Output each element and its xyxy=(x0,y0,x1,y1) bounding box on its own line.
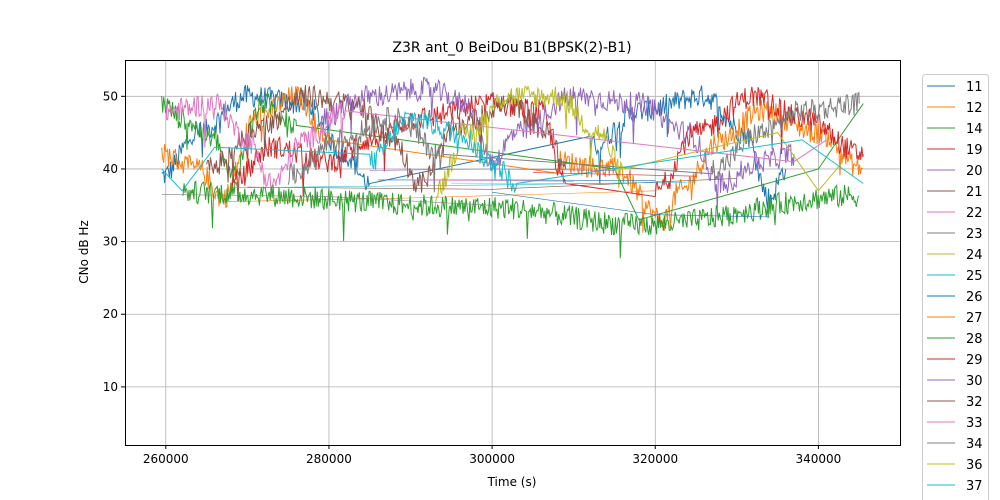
legend-item: 25 xyxy=(927,269,983,284)
series-line-34 xyxy=(161,194,493,206)
legend-label: 36 xyxy=(966,458,983,473)
legend-item: 27 xyxy=(927,311,983,326)
x-tick-label: 280000 xyxy=(306,452,352,466)
legend-item: 29 xyxy=(927,353,983,368)
y-tick-label: 20 xyxy=(103,307,118,321)
series-line-29 xyxy=(532,172,697,177)
x-tick-label: 320000 xyxy=(632,452,678,466)
legend-item: 24 xyxy=(927,248,983,263)
legend-label: 23 xyxy=(966,227,983,242)
series-line-21 xyxy=(206,84,566,193)
legend-label: 34 xyxy=(966,437,983,452)
legend-label: 30 xyxy=(966,374,983,389)
series-line-20 xyxy=(320,76,795,209)
x-tick-label: 260000 xyxy=(143,452,189,466)
plot-frame xyxy=(125,60,901,446)
legend-label: 12 xyxy=(966,101,983,116)
series-line-25 xyxy=(161,110,864,194)
legend-label: 28 xyxy=(966,332,983,347)
series-line-12 xyxy=(161,86,864,233)
legend-label: 26 xyxy=(966,290,983,305)
legend-label: 32 xyxy=(966,395,983,410)
legend-item: 36 xyxy=(927,458,983,473)
legend-label: 37 xyxy=(966,479,983,494)
x-axis-label: Time (s) xyxy=(487,475,537,489)
legend-item: 28 xyxy=(927,332,983,347)
series-line-22 xyxy=(165,93,827,191)
legend-label: 33 xyxy=(966,416,983,431)
legend-item: 32 xyxy=(927,395,983,410)
legend-item: 37 xyxy=(927,479,983,494)
series-line-33 xyxy=(410,179,574,182)
series-line-11 xyxy=(161,85,787,209)
legend-label: 11 xyxy=(966,80,983,95)
legend-label: 21 xyxy=(966,185,983,200)
legend-item: 11 xyxy=(927,80,983,95)
legend-item: 23 xyxy=(927,227,983,242)
series-line-14 xyxy=(161,92,864,221)
axis-ticks: 260000 280000 300000 320000 340000 10 20 30 40 50 xyxy=(103,89,842,466)
y-axis-label: CNo dB Hz xyxy=(77,220,91,284)
legend-box xyxy=(922,74,989,500)
series-lines xyxy=(161,76,864,259)
y-tick-label: 40 xyxy=(103,162,118,176)
series-line-30 xyxy=(369,168,615,171)
series-line-23 xyxy=(287,91,860,193)
legend-item: 30 xyxy=(927,374,983,389)
legend-label: 29 xyxy=(966,353,983,368)
legend-item: 14 xyxy=(927,122,983,137)
y-tick-label: 50 xyxy=(103,89,118,103)
legend-item: 12 xyxy=(927,101,983,116)
x-tick-label: 340000 xyxy=(796,452,842,466)
y-tick-label: 10 xyxy=(103,380,118,394)
legend: 11 12 14 19 20 21 22 23 24 25 26 27 28 29 30 32 33 34 36 37… xyxy=(922,74,989,500)
legend-item: 22 xyxy=(927,206,983,221)
legend-label: 25 xyxy=(966,269,983,284)
x-tick-label: 300000 xyxy=(469,452,515,466)
series-line-32 xyxy=(247,178,737,190)
legend-item: 21 xyxy=(927,185,983,200)
legend-item: 19 xyxy=(927,143,983,158)
legend-item: 20 xyxy=(927,164,983,179)
legend-item: 33 xyxy=(927,416,983,431)
legend-label: 14 xyxy=(966,122,983,137)
legend-label: 24 xyxy=(966,248,983,263)
legend-item: 26 xyxy=(927,290,983,305)
series-line-24 xyxy=(434,85,844,209)
legend-item: 34 xyxy=(927,437,983,452)
legend-label: 19 xyxy=(966,143,983,158)
series-line-41 xyxy=(492,191,770,218)
legend-label: 22 xyxy=(966,206,983,221)
legend-label: 20 xyxy=(966,164,983,179)
series-line-37 xyxy=(231,181,697,189)
series-line-28 xyxy=(182,180,860,259)
legend-label: 27 xyxy=(966,311,983,326)
chart-title: Z3R ant_0 BeiDou B1(BPSK(2)-B1) xyxy=(392,40,631,56)
y-tick-label: 30 xyxy=(103,235,118,249)
